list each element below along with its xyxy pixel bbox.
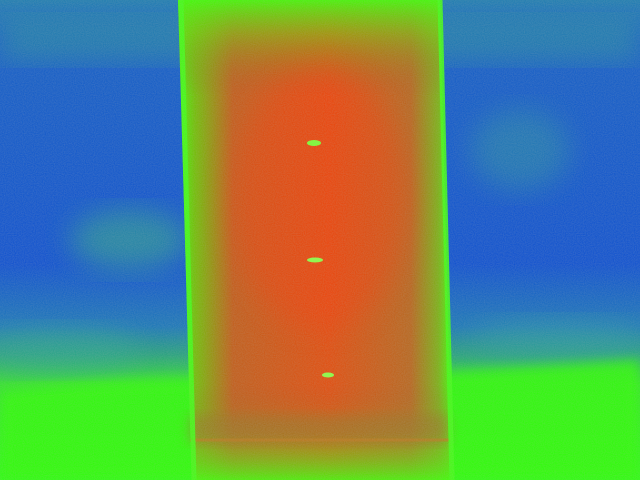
sensor-noise: [0, 0, 640, 480]
thermal-image-frame: [0, 0, 640, 480]
thermal-image: [0, 0, 640, 480]
